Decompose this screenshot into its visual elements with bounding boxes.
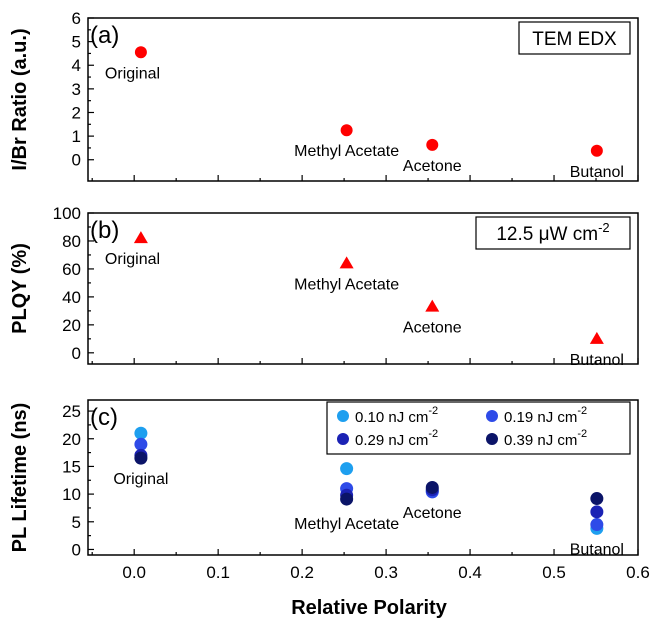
y-tick-label: 4 — [72, 56, 81, 75]
point-label: Butanol — [570, 541, 624, 558]
data-point — [134, 451, 148, 465]
y-tick-label: 80 — [62, 232, 81, 251]
plot-frame — [87, 212, 639, 365]
panel-a: 0 1 2 3 4 5 6 I/Br Ratio (a.u.) (a) Original Methy… — [9, 9, 639, 182]
annotation-text-text: TEM EDX — [532, 29, 617, 50]
y-axis-label: PL Lifetime (ns) — [9, 403, 31, 553]
y-tick-label: 10 — [62, 485, 81, 504]
data-point — [134, 437, 148, 451]
panel-label: (b) — [90, 217, 119, 244]
data-point — [134, 426, 148, 440]
y-tick-label: 5 — [72, 33, 81, 52]
point-label: Butanol — [570, 164, 624, 181]
data-point — [589, 331, 604, 344]
y-tick-label: 0 — [72, 344, 81, 363]
data-point — [339, 256, 354, 269]
annotation-text: 12.5 μW cm-2 — [496, 220, 609, 245]
y-tick-label: 25 — [62, 402, 81, 421]
x-tick-label: 0.6 — [626, 563, 650, 582]
data-point — [425, 299, 440, 312]
annotation-text-text: 12.5 μW cm — [496, 224, 598, 245]
legend-entry-superscript: -2 — [577, 428, 587, 440]
annotation-text-superscript: -2 — [598, 220, 610, 235]
x-tick-label: 0.1 — [206, 563, 230, 582]
y-tick-label: 6 — [72, 9, 81, 28]
y-axis-label: PLQY (%) — [9, 243, 31, 334]
data-point — [590, 492, 604, 506]
legend-entry-text: 0.19 nJ cm — [504, 409, 577, 426]
x-tick-label: 0.0 — [122, 563, 146, 582]
data-point — [590, 505, 604, 519]
y-tick-label: 20 — [62, 430, 81, 449]
annotation-text: TEM EDX — [532, 29, 617, 50]
data-point — [340, 492, 354, 506]
y-tick-label: 15 — [62, 457, 81, 476]
data-point — [133, 231, 148, 244]
point-label: Methyl Acetate — [294, 143, 399, 160]
panel-label: (c) — [90, 404, 118, 431]
y-tick-label: 40 — [62, 288, 81, 307]
legend-entry: 0.10 nJ cm-2 — [355, 405, 438, 426]
x-tick-label: 0.2 — [290, 563, 314, 582]
y-tick-label: 0 — [72, 540, 81, 559]
plot-frame — [87, 17, 639, 182]
y-axis-label: I/Br Ratio (a.u.) — [9, 28, 31, 170]
point-label: Acetone — [403, 505, 462, 522]
data-point — [340, 124, 353, 137]
legend-entry-superscript: -2 — [428, 405, 438, 417]
legend-entry-text: 0.39 nJ cm — [504, 432, 577, 449]
annotation-box — [518, 21, 631, 55]
x-tick-label: 0.3 — [374, 563, 398, 582]
point-label: Acetone — [403, 158, 462, 175]
data-point — [590, 518, 604, 532]
point-label: Original — [105, 65, 160, 82]
y-tick-label: 2 — [72, 103, 81, 122]
legend-entry-text: 0.29 nJ cm — [355, 432, 428, 449]
point-label: Acetone — [403, 320, 462, 337]
data-point — [426, 138, 439, 151]
legend — [326, 401, 631, 455]
legend-marker — [486, 433, 498, 445]
legend-entry-text: 0.10 nJ cm — [355, 409, 428, 426]
legend-marker — [486, 410, 498, 422]
point-label: Methyl Acetate — [294, 516, 399, 533]
point-label: Methyl Acetate — [294, 276, 399, 293]
x-axis-label: Relative Polarity — [291, 597, 448, 619]
panel-c: 0 5 10 15 20 25 PL Lifetime (ns) (c) Original Met… — [9, 399, 650, 619]
y-tick-label: 0 — [72, 151, 81, 170]
x-tick-label: 0.5 — [542, 563, 566, 582]
data-point — [590, 144, 603, 157]
point-label: Butanol — [570, 352, 624, 369]
legend-entry: 0.39 nJ cm-2 — [504, 428, 587, 449]
panel-b: 0 20 40 60 80 100 PLQY (%) (b) Original Methyl Ac… — [9, 204, 639, 369]
y-tick-label: 100 — [53, 204, 81, 223]
y-tick-label: 20 — [62, 316, 81, 335]
x-tick-label: 0.4 — [458, 563, 482, 582]
data-point — [340, 462, 354, 476]
legend-marker — [337, 410, 349, 422]
annotation-box — [475, 216, 631, 250]
y-tick-label: 1 — [72, 127, 81, 146]
legend-entry-superscript: -2 — [428, 428, 438, 440]
y-tick-label: 60 — [62, 260, 81, 279]
y-tick-label: 3 — [72, 80, 81, 99]
point-label: Original — [105, 251, 160, 268]
legend-marker — [337, 433, 349, 445]
point-label: Original — [113, 471, 168, 488]
data-point — [425, 480, 439, 494]
legend-entry: 0.19 nJ cm-2 — [504, 405, 587, 426]
plot-frame — [87, 399, 639, 556]
legend-entry: 0.29 nJ cm-2 — [355, 428, 438, 449]
panel-label: (a) — [90, 22, 119, 49]
data-point — [134, 46, 147, 59]
legend-entry-superscript: -2 — [577, 405, 587, 417]
y-tick-label: 5 — [72, 513, 81, 532]
